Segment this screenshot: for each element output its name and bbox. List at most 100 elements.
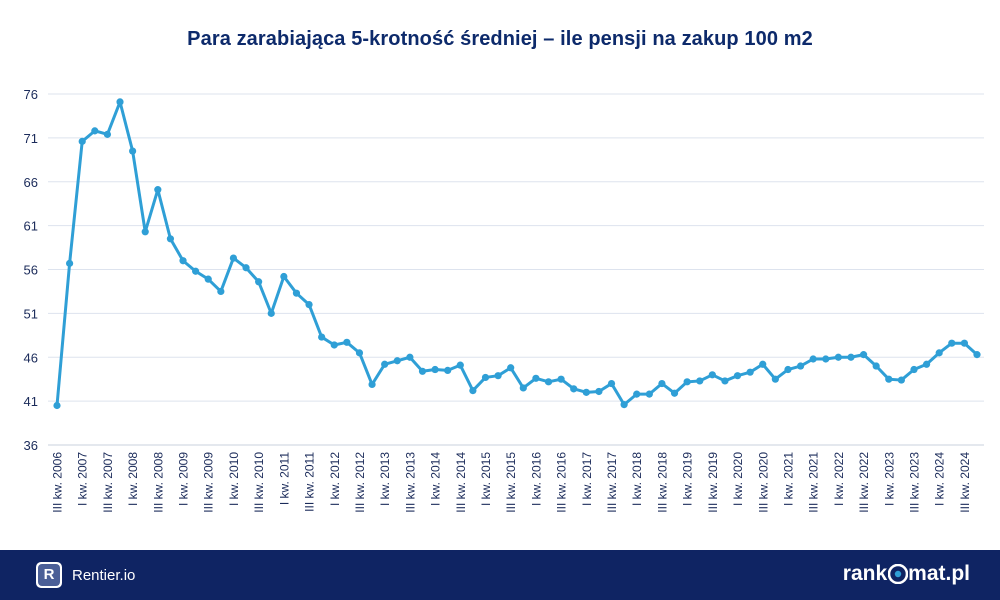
data-point [166, 235, 175, 243]
data-point [154, 186, 162, 194]
x-tick-label: I kw. 2021 [781, 452, 795, 506]
x-tick-label: III kw. 2024 [958, 452, 972, 513]
data-point [910, 365, 918, 374]
data-point [494, 372, 502, 380]
data-point [645, 390, 653, 398]
x-tick-label: I kw. 2014 [429, 452, 443, 506]
data-point [570, 385, 578, 393]
y-tick-label: 71 [24, 131, 38, 146]
data-point [784, 365, 792, 374]
x-tick-label: III kw. 2019 [706, 452, 720, 513]
data-point [872, 362, 880, 370]
data-point [633, 390, 641, 398]
x-tick-label: I kw. 2007 [76, 452, 90, 506]
data-point [267, 309, 275, 317]
data-point [696, 377, 704, 385]
data-point [708, 371, 716, 379]
x-tick-label: III kw. 2011 [303, 452, 317, 512]
data-point [469, 386, 477, 395]
data-point [582, 388, 590, 396]
data-point [330, 341, 338, 349]
y-tick-label: 36 [24, 438, 38, 453]
grid-layer [48, 93, 984, 446]
data-point [381, 360, 389, 368]
x-tick-label: III kw. 2015 [504, 452, 518, 513]
x-tick-label: III kw. 2010 [252, 452, 266, 513]
x-tick-label: I kw. 2019 [681, 452, 695, 506]
x-tick-label: III kw. 2008 [151, 452, 165, 513]
data-point [204, 275, 212, 283]
data-point [368, 380, 376, 389]
y-axis-ticks: 36 41 46 51 56 61 66 71 76 [24, 87, 38, 453]
rentier-brand-text: Rentier.io [72, 566, 136, 584]
x-tick-label: I kw. 2020 [731, 452, 745, 506]
data-point [192, 267, 200, 275]
data-point [406, 353, 414, 361]
rentier-badge-icon: R [36, 562, 62, 588]
data-point [456, 361, 464, 369]
rankomat-logo[interactable]: rank mat.pl [843, 562, 970, 586]
x-tick-label: I kw. 2018 [630, 452, 644, 506]
data-point [393, 357, 401, 365]
data-point [242, 264, 250, 272]
x-tick-label: I kw. 2009 [177, 452, 191, 506]
x-tick-label: I kw. 2024 [933, 452, 947, 506]
x-tick-label: III kw. 2022 [857, 452, 871, 513]
x-tick-label: I kw. 2022 [832, 452, 846, 506]
x-tick-label: III kw. 2020 [756, 452, 770, 513]
data-point [255, 278, 263, 286]
x-tick-label: I kw. 2016 [529, 452, 543, 506]
data-point [557, 375, 565, 383]
data-point [885, 375, 893, 383]
data-point [78, 137, 86, 145]
data-point [318, 333, 326, 341]
x-tick-label: I kw. 2023 [882, 452, 896, 506]
data-point [796, 362, 805, 370]
data-point [935, 349, 943, 357]
x-tick-label: I kw. 2010 [227, 452, 241, 506]
data-point [519, 384, 527, 392]
data-point [607, 379, 616, 388]
y-tick-label: 61 [24, 219, 38, 234]
x-axis-ticks: III kw. 2006 I kw. 2007 III kw. 2007 I kw. … [51, 452, 972, 513]
data-point [66, 259, 74, 267]
data-point [620, 401, 628, 409]
data-point [53, 401, 61, 410]
data-point [481, 373, 490, 382]
x-tick-label: I kw. 2017 [580, 452, 594, 506]
data-point [721, 377, 729, 385]
x-tick-label: I kw. 2013 [378, 452, 392, 506]
data-point [91, 127, 99, 135]
data-point [746, 368, 754, 376]
x-tick-label: III kw. 2007 [101, 452, 115, 513]
data-point [532, 374, 540, 382]
data-point [280, 272, 288, 281]
data-point [922, 360, 931, 368]
data-point [897, 376, 905, 384]
data-point [444, 366, 452, 375]
x-tick-label: III kw. 2006 [51, 452, 65, 513]
data-point [229, 254, 238, 262]
data-point [305, 301, 313, 309]
data-point [670, 389, 679, 397]
rentier-logo[interactable]: R Rentier.io [36, 562, 135, 588]
x-tick-label: III kw. 2021 [807, 452, 821, 513]
rankomat-brand-pre: rank [842, 562, 888, 585]
data-point [733, 372, 742, 380]
data-point [658, 379, 666, 388]
data-point [759, 360, 767, 368]
x-tick-label: III kw. 2016 [555, 452, 569, 513]
x-tick-label: III kw. 2018 [655, 452, 669, 513]
data-point [116, 98, 124, 106]
data-point [129, 147, 137, 155]
rankomat-star-icon [888, 564, 909, 584]
y-tick-label: 76 [24, 87, 38, 102]
x-tick-label: III kw. 2023 [907, 452, 921, 513]
data-point [343, 338, 351, 346]
x-tick-label: III kw. 2012 [353, 452, 367, 513]
x-tick-label: I kw. 2015 [479, 452, 493, 506]
x-tick-label: I kw. 2011 [277, 452, 291, 505]
x-tick-label: I kw. 2012 [328, 452, 342, 506]
x-tick-label: III kw. 2017 [605, 452, 619, 513]
y-tick-label: 51 [24, 306, 38, 321]
